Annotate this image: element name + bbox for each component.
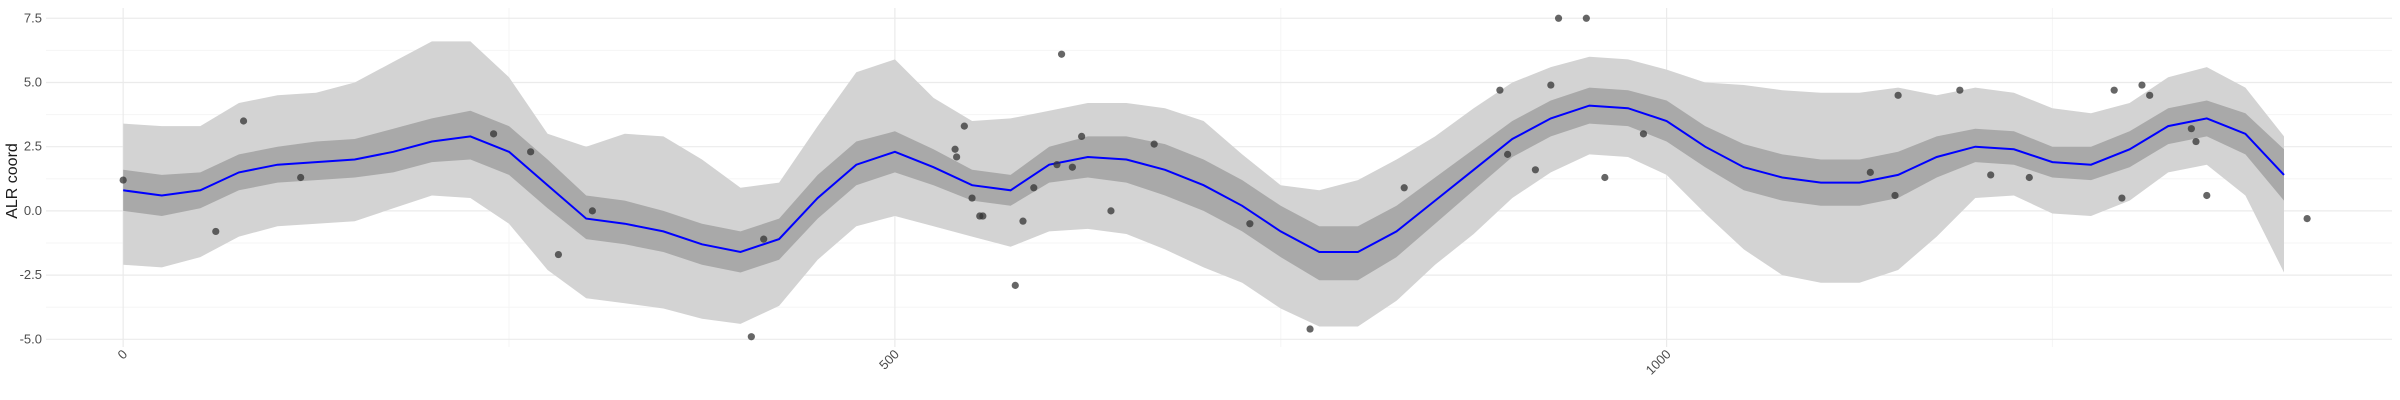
data-point <box>588 207 596 215</box>
data-point <box>1504 150 1512 158</box>
x-tick-labels: 0 500 1000 <box>115 347 1674 378</box>
data-point <box>1068 163 1076 171</box>
data-point <box>1246 220 1254 228</box>
data-point <box>1894 91 1902 99</box>
data-point <box>979 212 987 220</box>
data-point <box>747 333 755 341</box>
data-point <box>968 194 976 202</box>
data-point <box>1053 161 1061 169</box>
data-point <box>2138 81 2146 89</box>
y-tick-label: 5.0 <box>24 74 42 89</box>
data-point <box>1601 173 1609 182</box>
data-point <box>119 176 127 184</box>
data-point <box>2110 86 2118 94</box>
data-point <box>2118 194 2126 202</box>
x-tick-label: 0 <box>115 347 131 363</box>
data-point <box>527 148 535 156</box>
x-tick-label: 500 <box>876 347 902 373</box>
data-point <box>1547 81 1555 89</box>
data-point <box>489 130 498 138</box>
data-point <box>953 153 961 161</box>
data-point <box>1078 132 1086 141</box>
data-point <box>951 145 959 153</box>
data-point <box>1987 171 1995 179</box>
data-point <box>239 117 248 125</box>
data-points <box>119 14 2311 341</box>
data-point <box>212 227 220 236</box>
data-point <box>1030 184 1038 192</box>
data-point <box>1150 140 1158 148</box>
data-point <box>1866 168 1874 176</box>
data-point <box>1011 281 1019 289</box>
data-point <box>960 122 968 130</box>
data-point <box>1554 14 1563 22</box>
data-point <box>2025 173 2033 182</box>
data-point <box>1306 325 1314 333</box>
y-tick-label: 0.0 <box>24 203 42 218</box>
data-point <box>2203 191 2211 200</box>
data-point <box>1891 191 1899 200</box>
y-tick-label: 7.5 <box>24 10 42 25</box>
data-point <box>1531 166 1540 174</box>
data-point <box>1057 50 1066 58</box>
data-point <box>2187 125 2195 133</box>
data-point <box>2146 91 2154 99</box>
data-point <box>297 173 305 182</box>
data-point <box>2192 137 2200 146</box>
data-point <box>1956 86 1964 94</box>
data-point <box>1019 217 1027 225</box>
data-point <box>1107 207 1115 215</box>
data-point <box>1639 130 1648 138</box>
data-point <box>554 250 563 259</box>
data-point <box>760 235 768 243</box>
data-point <box>2303 214 2311 223</box>
data-point <box>1400 184 1408 192</box>
y-tick-label: -5.0 <box>20 331 42 346</box>
y-tick-label: -2.5 <box>20 267 42 282</box>
y-tick-labels: -5.0 -2.5 0.0 2.5 5.0 7.5 <box>20 10 42 346</box>
x-tick-label: 1000 <box>1643 347 1674 378</box>
mean-line <box>123 104 2285 254</box>
y-tick-label: 2.5 <box>24 139 42 154</box>
data-point <box>1582 14 1590 22</box>
y-axis-title: ALR coord <box>4 143 21 219</box>
data-point <box>1496 86 1504 94</box>
